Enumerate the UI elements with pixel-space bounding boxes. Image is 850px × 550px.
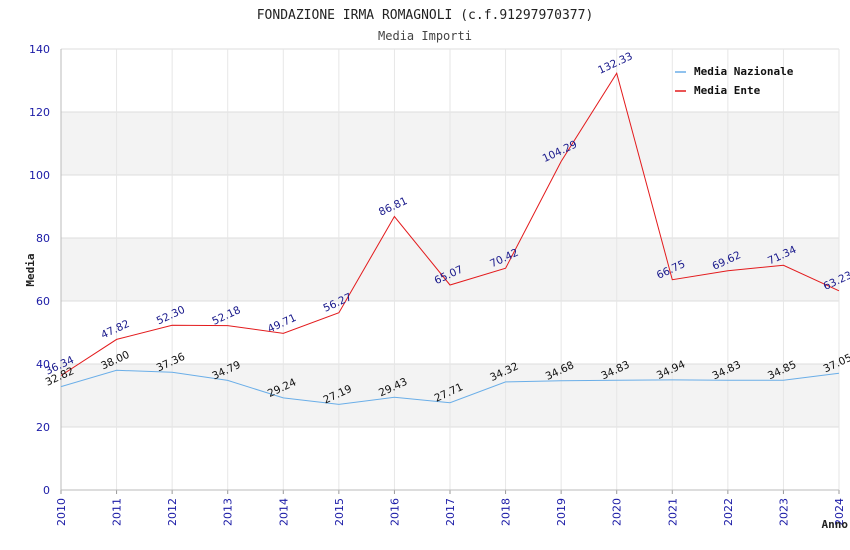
y-tick-label: 60 [36,295,50,308]
data-label: 52.30 [155,304,187,328]
series-lines [60,71,840,405]
x-tick-label: 2023 [777,498,790,526]
axes [60,49,840,494]
data-label: 49.71 [266,312,298,336]
y-tick-label: 0 [43,484,50,497]
x-tick-label: 2017 [444,498,457,526]
x-tick-label: 2014 [277,498,290,526]
x-axis-title: Anno [822,518,849,531]
y-tick-label: 120 [29,106,50,119]
x-tick-label: 2019 [555,498,568,526]
y-tick-label: 100 [29,169,50,182]
data-label: 86.81 [377,195,409,219]
x-tick-label: 2016 [388,498,401,526]
x-tick-label: 2018 [500,498,513,526]
x-tick-label: 2011 [111,498,124,526]
y-axis-title: Media [24,253,37,286]
legend-label-ente: Media Ente [694,84,761,97]
x-tick-label: 2013 [222,498,235,526]
y-tick-labels: 0 20 40 60 80 100 120 140 [29,43,50,497]
legend-label-nazionale: Media Nazionale [694,65,794,78]
x-tick-labels: 2010 2011 2012 2013 2014 2015 2016 2017 2018 2019… [55,498,846,526]
legend: Media Nazionale Media Ente [675,65,794,97]
chart-title: FONDAZIONE IRMA ROMAGNOLI (c.f.912979703… [257,8,594,23]
y-tick-label: 20 [36,421,50,434]
x-tick-label: 2021 [666,498,679,526]
data-label: 52.18 [210,304,242,328]
y-tick-label: 140 [29,43,50,56]
data-label: 132.33 [596,50,634,76]
y-tick-label: 80 [36,232,50,245]
x-tick-label: 2010 [55,498,68,526]
series-line-media-nazionale [60,369,840,405]
series-line-media-ente [60,71,840,376]
x-tick-label: 2012 [166,498,179,526]
x-tick-label: 2024 [833,498,846,526]
x-tick-label: 2022 [722,498,735,526]
data-label: 47.82 [99,318,131,342]
x-tick-label: 2015 [333,498,346,526]
y-tick-label: 40 [36,358,50,371]
chart-subtitle: Media Importi [378,29,472,43]
x-tick-label: 2020 [611,498,624,526]
